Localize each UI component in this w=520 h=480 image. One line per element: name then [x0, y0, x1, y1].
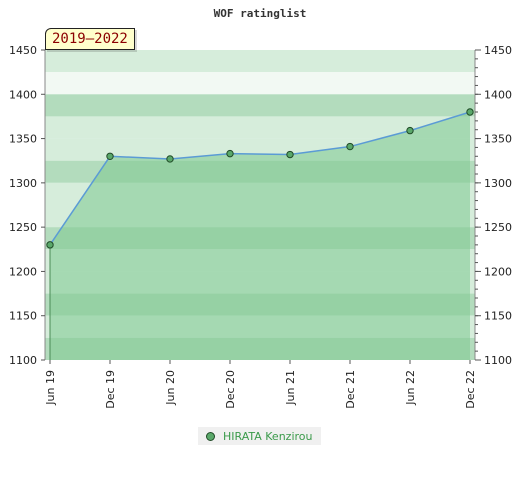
period-badge: 2019–2022: [45, 28, 135, 50]
legend-series-label: HIRATA Kenzirou: [223, 429, 313, 443]
series-area: [50, 112, 470, 360]
data-marks: [46, 108, 474, 249]
y-tick-label-left: 1250: [9, 221, 37, 234]
area-layer: [49, 111, 471, 360]
x-tick-label: Dec 22: [464, 370, 477, 409]
x-tick-label: Dec 20: [224, 370, 237, 409]
y-tick-label-left: 1150: [9, 310, 37, 323]
y-tick-label-left: 1400: [9, 88, 37, 101]
x-tick-label: Jun 22: [404, 370, 417, 406]
y-tick-label-right: 1200: [484, 265, 512, 278]
data-point: [406, 126, 414, 135]
background-band: [45, 116, 475, 139]
data-point: [286, 150, 294, 159]
background-band: [45, 72, 475, 95]
y-tick-label-left: 1350: [9, 133, 37, 146]
y-tick-label-left: 1300: [9, 177, 37, 190]
y-tick-label-right: 1150: [484, 310, 512, 323]
legend[interactable]: HIRATA Kenzirou: [198, 427, 321, 445]
background-band: [45, 94, 475, 117]
data-point: [226, 149, 234, 158]
series-line: [49, 111, 471, 246]
data-point: [466, 108, 474, 116]
y-tick-label-right: 1400: [484, 88, 512, 101]
data-point: [106, 152, 114, 160]
y-tick-label-right: 1350: [484, 133, 512, 146]
y-tick-label-right: 1250: [484, 221, 512, 234]
data-point: [346, 142, 354, 151]
y-tick-label-right: 1450: [484, 44, 512, 57]
x-tick-label: Jun 21: [284, 370, 297, 406]
x-tick-label: Jun 20: [164, 370, 177, 406]
y-tick-label-left: 1450: [9, 44, 37, 57]
x-tick-label: Jun 19: [44, 370, 57, 406]
x-tick-label: Dec 21: [344, 370, 357, 409]
data-point: [46, 241, 54, 249]
data-point: [166, 155, 174, 163]
axes: 1100 1100 1150 1150 1200 1200 1250 1250 1300 1300…: [9, 44, 512, 409]
x-tick-label: Dec 19: [104, 370, 117, 409]
legend-marker-icon: [206, 431, 215, 441]
chart-title: WOF ratinglist: [214, 7, 307, 20]
y-tick-label-left: 1100: [9, 354, 37, 367]
y-tick-label-right: 1100: [484, 354, 512, 367]
y-tick-label-right: 1300: [484, 177, 512, 190]
background-band: [45, 50, 475, 73]
y-tick-label-left: 1200: [9, 265, 37, 278]
